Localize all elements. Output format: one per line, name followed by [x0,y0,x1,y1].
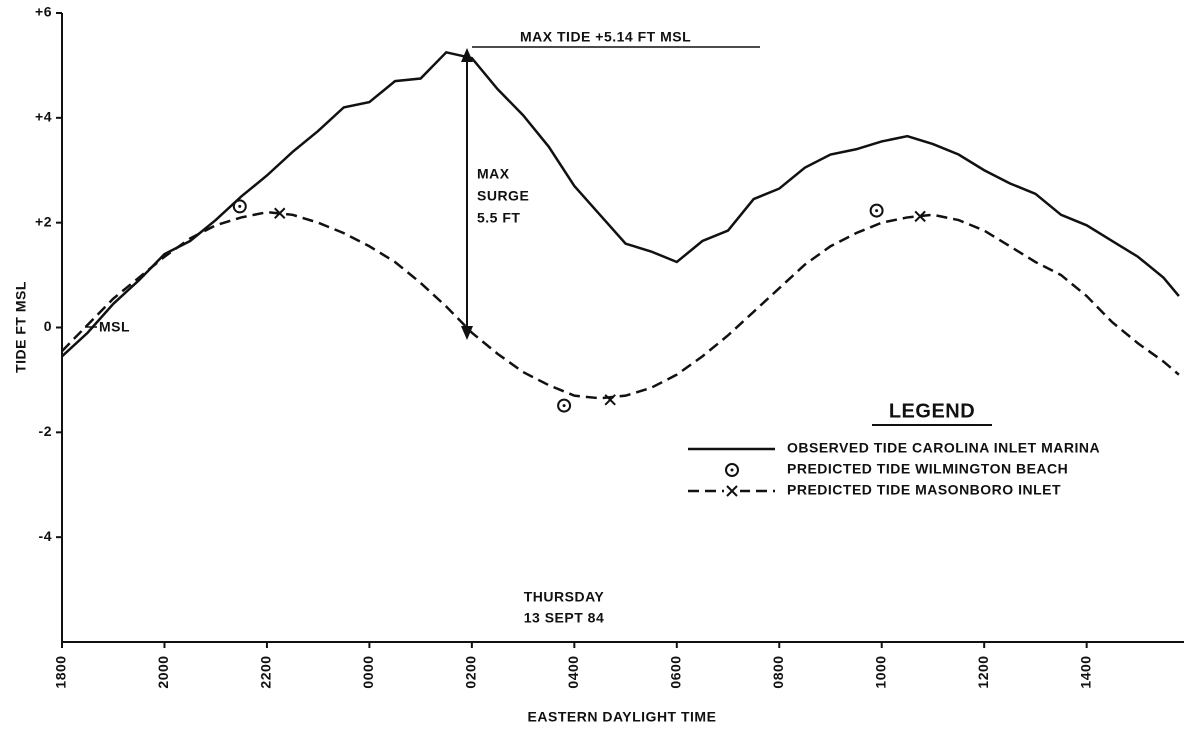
max-tide-label: MAX TIDE +5.14 FT MSL [520,29,691,45]
x-tick-label: 0600 [667,655,683,688]
y-axis-label: TIDE FT MSL [13,281,29,373]
series-line [61,50,1180,358]
msl-label: MSL [99,319,130,335]
circle-dot [875,209,879,213]
surge-label: SURGE [477,188,529,204]
y-tick-label: +4 [35,109,52,125]
x-tick-label: 0000 [360,655,376,688]
cross-marker [274,207,286,219]
y-tick-label: +2 [35,213,52,229]
legend-title: LEGEND [889,400,975,422]
x-tick-label: 1200 [975,655,991,688]
cross-marker [914,210,926,223]
date-label: 13 SEPT 84 [524,610,605,626]
legend-dot [730,468,734,472]
legend-label: PREDICTED TIDE WILMINGTON BEACH [787,461,1068,477]
x-tick-label: 2200 [258,655,274,688]
legend-cross [726,485,738,497]
x-axis-label: EASTERN DAYLIGHT TIME [528,709,717,725]
surge-label: 5.5 FT [477,210,520,226]
x-tick-label: 0200 [463,655,479,688]
y-tick-label: -2 [39,423,52,439]
x-tick-label: 0400 [565,655,581,688]
y-tick-label: -4 [39,528,52,544]
circle-dot [238,204,242,208]
y-tick-label: 0 [44,318,52,334]
legend-label: OBSERVED TIDE CAROLINA INLET MARINA [787,440,1100,456]
x-tick-label: 1800 [53,655,69,688]
y-tick-label: +6 [35,4,52,20]
x-tick-label: 2000 [155,655,171,688]
legend-label: PREDICTED TIDE MASONBORO INLET [787,482,1061,498]
surge-label: MAX [477,166,510,182]
x-tick-label: 0800 [770,655,786,688]
day-label: THURSDAY [524,589,605,605]
x-tick-label: 1400 [1077,655,1093,688]
series-line [61,210,1180,400]
x-tick-label: 1000 [872,655,888,688]
cross-marker [604,394,616,406]
circle-dot [562,404,566,408]
